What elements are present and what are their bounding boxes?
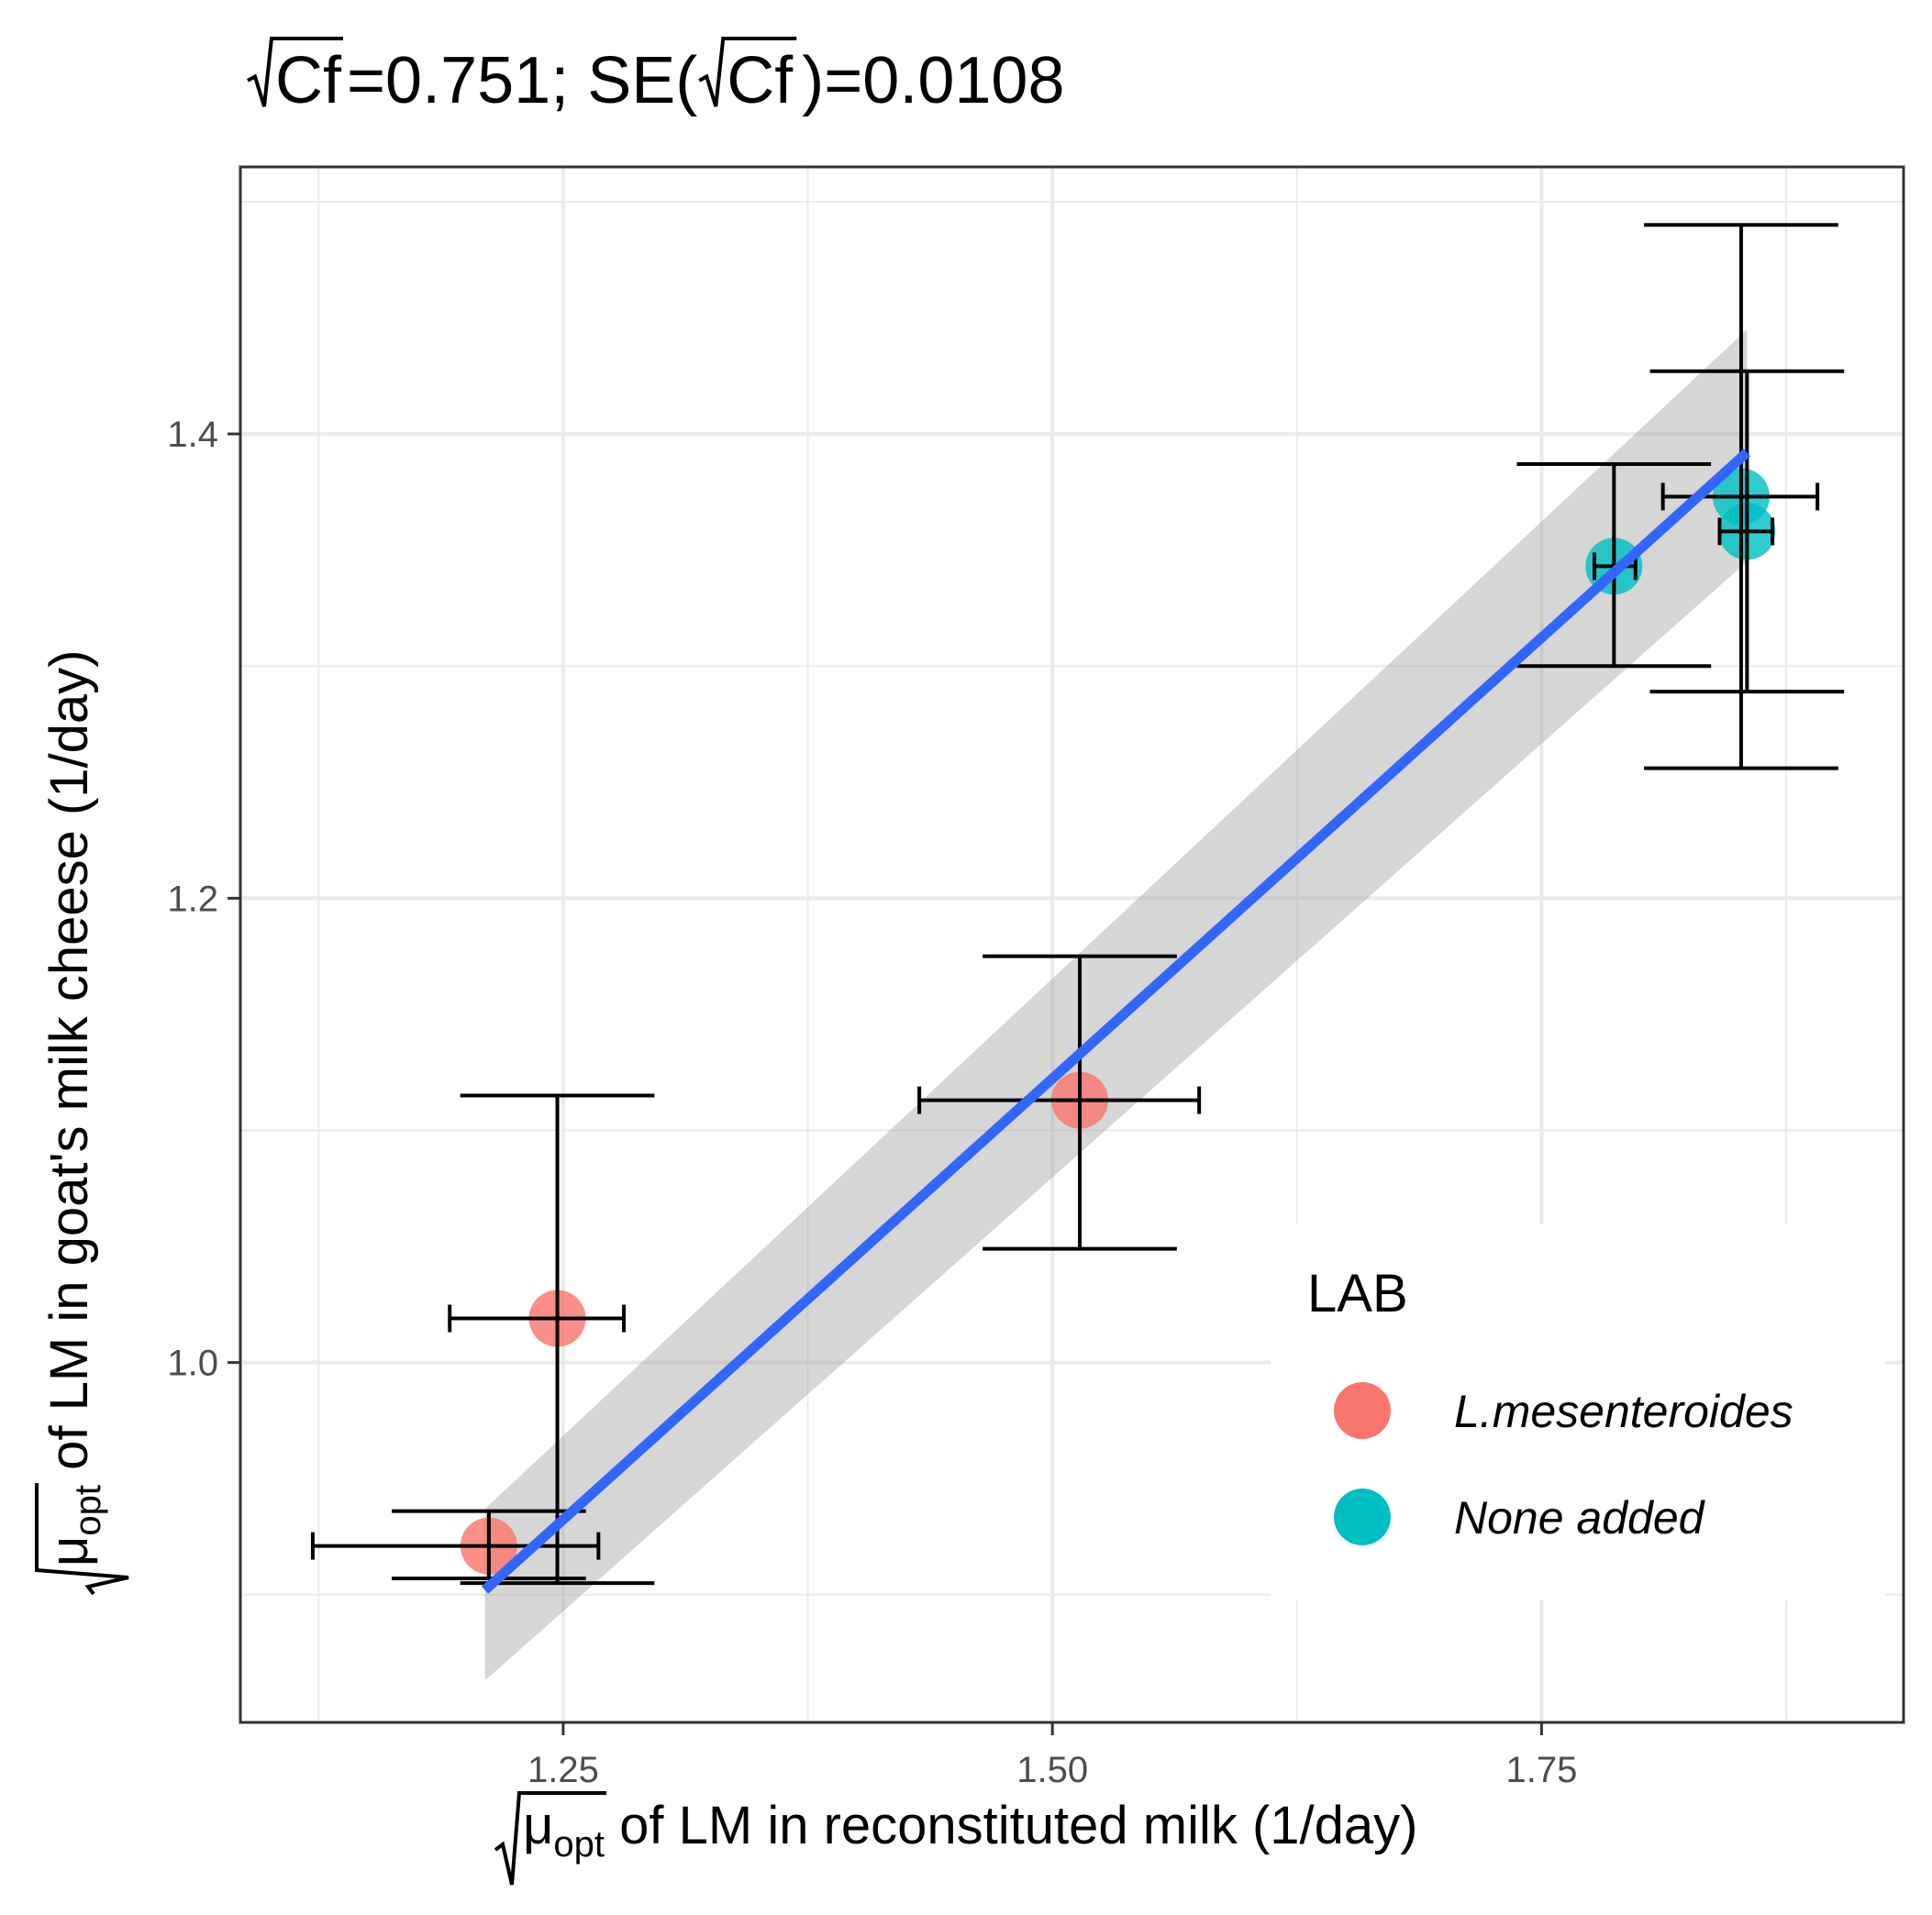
title-part-cf-2: Cf xyxy=(727,44,794,117)
errorbar-2-2 xyxy=(1644,223,1838,770)
error-bars xyxy=(310,223,1845,1586)
y-axis-subscript: opt xyxy=(68,1485,108,1536)
legend-title: LAB xyxy=(1307,1264,1408,1323)
x-axis-mu-symbol: μ xyxy=(523,1796,553,1855)
legend-label-1: L.mesenteroides xyxy=(1454,1386,1793,1437)
title-text: Cf=0.751; SE(Cf)=0.0108 xyxy=(275,44,1065,117)
regression-line xyxy=(481,448,1751,1594)
x-tick-label: 1.25 xyxy=(527,1750,599,1790)
major-gridlines xyxy=(240,167,1904,1722)
y-axis-title-text: μopt of LM in goat's milk cheese (1/day) xyxy=(39,649,108,1566)
legend-label-2: None added xyxy=(1454,1492,1706,1544)
legend-key-1 xyxy=(1334,1382,1391,1439)
panel-border xyxy=(239,165,1905,1724)
x-axis-subscript: opt xyxy=(553,1824,605,1865)
errorbar-1-1 xyxy=(310,1509,601,1581)
legend-key-2 xyxy=(1334,1489,1391,1545)
x-axis-title: μopt of LM in reconstituted milk (1/day) xyxy=(494,1791,1418,1886)
y-axis-ticks: 1.0 1.2 1.4 xyxy=(167,415,240,1384)
title-sqrt-radical-1 xyxy=(247,37,343,107)
y-axis-label: of LM in goat's milk cheese (1/day) xyxy=(39,649,99,1484)
y-axis-title: μopt of LM in goat's milk cheese (1/day) xyxy=(35,649,129,1596)
y-axis-sqrt-radical xyxy=(35,1482,129,1596)
title-part-cf-1: Cf xyxy=(275,44,342,117)
y-tick-label: 1.0 xyxy=(167,1344,218,1384)
x-axis-ticks: 1.25 1.50 1.75 xyxy=(527,1722,1577,1790)
title-part-se-value: )=0.0108 xyxy=(802,44,1064,117)
errorbar-1-3 xyxy=(917,954,1202,1251)
x-tick-label: 1.50 xyxy=(1016,1750,1088,1790)
x-tick-label: 1.75 xyxy=(1505,1750,1577,1790)
y-axis-mu-symbol: μ xyxy=(39,1536,99,1566)
title-part-value: =0.751; SE( xyxy=(347,44,697,117)
x-axis-label: of LM in reconstituted milk (1/day) xyxy=(605,1796,1417,1855)
x-axis-title-text: μopt of LM in reconstituted milk (1/day) xyxy=(523,1796,1418,1865)
x-axis-sqrt-radical xyxy=(494,1791,607,1886)
legend-entries: L.mesenteroides None added xyxy=(1334,1382,1793,1545)
title-sqrt-radical-2 xyxy=(698,37,797,107)
errorbar-2-3 xyxy=(1649,369,1845,694)
legend: LAB L.mesenteroides None added xyxy=(1271,1224,1885,1600)
y-tick-label: 1.2 xyxy=(167,879,218,919)
title-sqrt-1 xyxy=(247,37,797,107)
confidence-ribbon xyxy=(484,329,1748,1681)
chart-title: Cf=0.751; SE(Cf)=0.0108 xyxy=(247,37,1065,117)
y-tick-label: 1.4 xyxy=(167,415,218,455)
errorbar-2-1 xyxy=(1516,462,1712,669)
